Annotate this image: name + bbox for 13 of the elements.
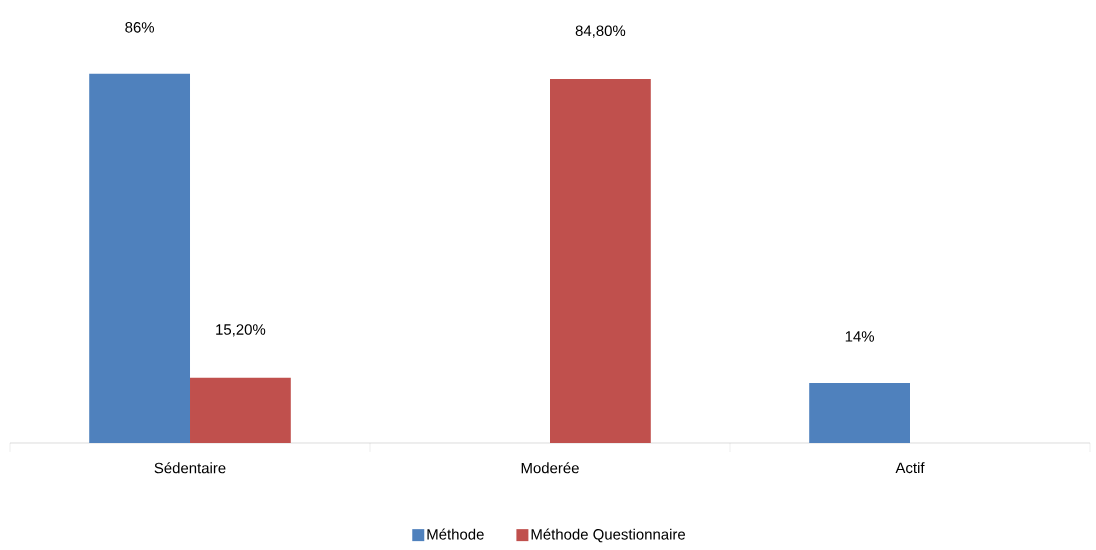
bar (809, 382, 910, 443)
data-label: 14% (845, 331, 875, 342)
data-label: 15,20% (216, 324, 266, 337)
bar (550, 78, 651, 443)
bar (89, 73, 191, 443)
x-tick-label: Actif (895, 462, 925, 474)
x-tick-label: Moderée (521, 462, 579, 474)
data-label: 84,80% (575, 25, 626, 38)
legend-label: Méthode Questionnaire (531, 528, 686, 543)
data-label: 86% (125, 22, 155, 33)
legend-label: Méthode (427, 528, 484, 540)
bar (190, 377, 291, 443)
x-tick-label: Sédentaire (154, 462, 226, 474)
